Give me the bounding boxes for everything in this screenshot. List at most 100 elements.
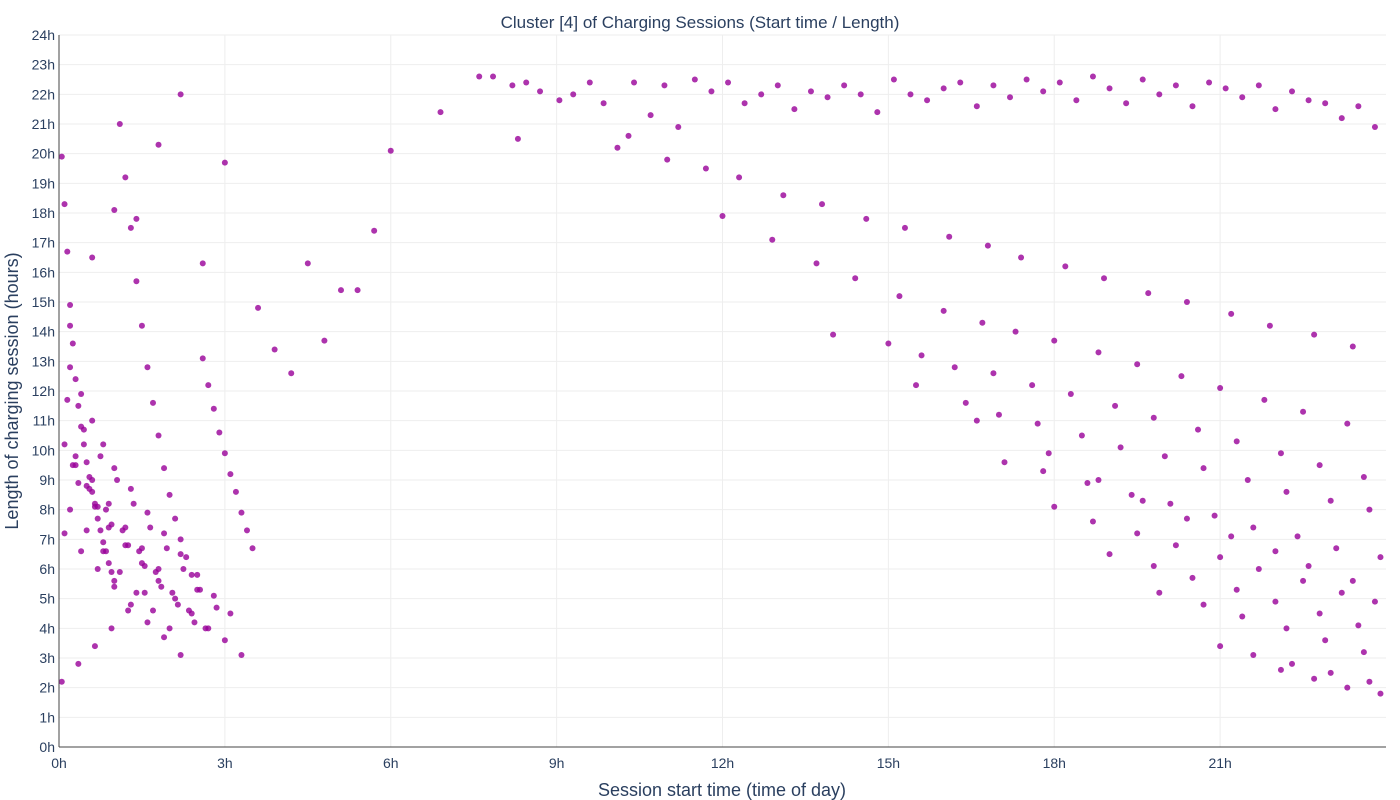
data-point xyxy=(852,275,859,282)
data-point xyxy=(1001,459,1008,466)
data-point xyxy=(1012,328,1019,335)
data-point xyxy=(387,147,394,154)
data-point xyxy=(1040,468,1047,475)
grid xyxy=(58,34,1386,748)
data-point xyxy=(1233,586,1240,593)
data-point xyxy=(1250,524,1257,531)
data-point xyxy=(1029,382,1036,389)
y-tick-label: 7h xyxy=(39,531,55,547)
data-point xyxy=(105,500,112,507)
data-point xyxy=(725,79,732,86)
data-point xyxy=(91,500,98,507)
data-point xyxy=(75,660,82,667)
data-point xyxy=(243,527,250,534)
data-point xyxy=(1217,643,1224,650)
data-point xyxy=(80,426,87,433)
y-tick-label: 4h xyxy=(39,620,55,636)
data-point xyxy=(216,429,223,436)
data-point xyxy=(1134,530,1141,537)
y-tick-label: 15h xyxy=(32,294,55,310)
data-point xyxy=(1349,343,1356,350)
data-point xyxy=(1233,438,1240,445)
data-point xyxy=(75,479,82,486)
data-point xyxy=(1106,551,1113,558)
data-point xyxy=(221,450,228,457)
data-point xyxy=(271,346,278,353)
x-tick-label: 0h xyxy=(51,755,67,771)
data-point xyxy=(1073,97,1080,104)
data-point xyxy=(918,352,925,359)
data-point xyxy=(102,506,109,513)
data-point xyxy=(973,417,980,424)
data-point xyxy=(205,382,212,389)
data-point xyxy=(556,97,563,104)
data-point xyxy=(108,568,115,575)
data-point xyxy=(1316,462,1323,469)
data-point xyxy=(1266,322,1273,329)
data-point xyxy=(138,545,145,552)
data-point xyxy=(1228,533,1235,540)
data-point xyxy=(89,477,96,483)
data-point xyxy=(514,135,521,142)
data-point xyxy=(1305,563,1312,570)
data-point xyxy=(791,106,798,113)
x-tick-labels: 0h 3h 6h 9h 12h 15h 18h 21h xyxy=(51,755,1232,771)
y-tick-label: 18h xyxy=(32,205,55,221)
data-point xyxy=(199,260,206,267)
y-tick-label: 22h xyxy=(32,86,55,102)
data-point xyxy=(1311,675,1318,682)
data-point xyxy=(155,432,162,439)
y-tick-label: 20h xyxy=(32,146,55,162)
data-point xyxy=(180,566,187,572)
data-point xyxy=(1349,577,1356,584)
data-point xyxy=(995,411,1002,418)
data-point xyxy=(1316,610,1323,617)
data-point xyxy=(1095,349,1102,356)
data-point xyxy=(133,589,140,596)
data-point xyxy=(64,248,71,255)
x-tick-label: 15h xyxy=(877,755,900,771)
y-tick-label: 1h xyxy=(39,709,55,725)
data-point xyxy=(108,625,115,632)
data-point xyxy=(100,539,107,546)
data-point xyxy=(913,382,920,389)
data-point xyxy=(89,254,96,261)
data-point xyxy=(1089,73,1096,80)
data-point xyxy=(1277,450,1284,457)
data-point xyxy=(122,524,129,531)
data-point xyxy=(973,103,980,110)
data-point xyxy=(64,396,71,403)
data-point xyxy=(210,405,217,412)
data-point xyxy=(1300,408,1307,415)
data-point xyxy=(1244,477,1251,483)
data-point xyxy=(600,100,607,107)
y-tick-label: 24h xyxy=(32,27,55,43)
data-point xyxy=(537,88,544,95)
data-point xyxy=(1222,85,1229,92)
data-point xyxy=(1200,465,1207,472)
data-point xyxy=(155,577,162,584)
y-tick-label: 21h xyxy=(32,116,55,132)
y-tick-label: 0h xyxy=(39,739,55,755)
data-point xyxy=(122,174,129,181)
data-point xyxy=(1333,545,1340,552)
data-point xyxy=(72,376,79,383)
data-point xyxy=(138,322,145,329)
data-point xyxy=(1206,79,1213,86)
data-point xyxy=(1338,115,1345,122)
data-point xyxy=(185,607,192,614)
data-point xyxy=(1344,684,1351,691)
data-point xyxy=(1228,310,1235,317)
data-point xyxy=(1067,390,1074,397)
data-point xyxy=(940,85,947,92)
data-point xyxy=(105,560,112,567)
data-point xyxy=(523,79,530,86)
data-point xyxy=(80,441,87,448)
data-point xyxy=(1360,474,1367,481)
data-point xyxy=(177,551,184,558)
data-point xyxy=(337,287,344,294)
data-point xyxy=(1172,82,1179,89)
data-point xyxy=(1101,275,1108,282)
y-tick-label: 2h xyxy=(39,680,55,696)
data-point xyxy=(144,509,151,516)
